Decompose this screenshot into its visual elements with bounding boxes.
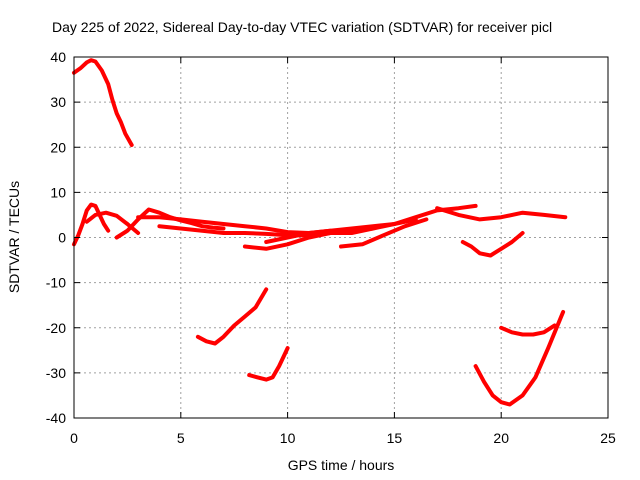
series-arc-10	[435, 206, 568, 222]
series-arc-9	[339, 217, 429, 249]
y-tick-label: 30	[50, 94, 66, 110]
y-tick-label: -30	[46, 365, 66, 381]
axis-ticks: 0 5 10 15 20 25 40 30 20 10 0 -10 -20 -30 -40	[46, 49, 616, 446]
series-arc-13	[247, 346, 290, 382]
x-tick-label: 10	[280, 430, 296, 446]
grid	[74, 57, 608, 418]
chart-title: Day 225 of 2022, Sidereal Day-to-day VTE…	[52, 19, 552, 35]
y-tick-label: 20	[50, 139, 66, 155]
series-arc-2	[72, 202, 111, 247]
y-tick-label: 10	[50, 184, 66, 200]
series-arc-12	[195, 287, 269, 346]
x-tick-label: 5	[177, 430, 185, 446]
series-arc-1	[72, 58, 134, 147]
x-tick-label: 20	[493, 430, 509, 446]
y-tick-label: -40	[46, 410, 66, 426]
y-tick-label: -20	[46, 320, 66, 336]
y-tick-label: -10	[46, 275, 66, 291]
series-group	[72, 58, 568, 407]
x-tick-label: 15	[387, 430, 403, 446]
x-tick-label: 0	[70, 430, 78, 446]
series-arc-8	[264, 228, 333, 244]
series-arc-3	[84, 210, 141, 235]
y-tick-label: 40	[50, 49, 66, 65]
series-arc-15	[499, 323, 557, 337]
y-axis-title: SDTVAR / TECUs	[6, 181, 22, 293]
series-arc-11	[460, 231, 525, 258]
x-axis-title: GPS time / hours	[288, 457, 395, 473]
series-arc-14	[473, 310, 566, 407]
series-arc-7	[242, 217, 418, 251]
y-tick-label: 0	[58, 230, 66, 246]
x-tick-label: 25	[600, 430, 616, 446]
